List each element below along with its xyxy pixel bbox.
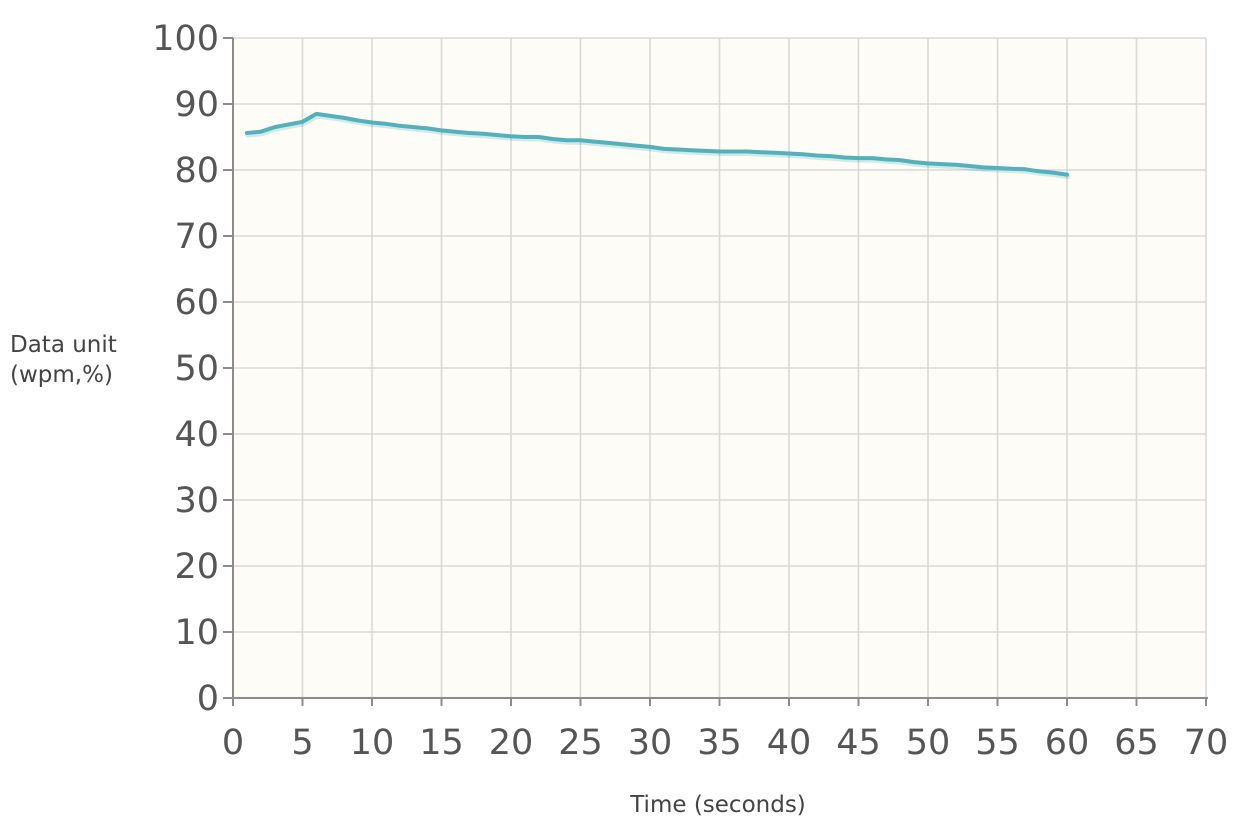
x-tick-label-70: 70: [1184, 723, 1229, 763]
y-tick-label-70: 70: [174, 217, 219, 257]
x-tick-label-40: 40: [767, 723, 812, 763]
y-tick-label-60: 60: [174, 283, 219, 323]
x-tick-label-20: 20: [489, 723, 534, 763]
x-tick-label-35: 35: [697, 723, 742, 763]
y-axis-label-line-2: (wpm,%): [10, 362, 113, 388]
x-tick-label-15: 15: [419, 723, 464, 763]
x-tick-label-25: 25: [558, 723, 603, 763]
series-line-0: [244, 111, 1069, 177]
y-axis-label: Data unit (wpm,%): [10, 332, 124, 388]
x-tick-label-30: 30: [628, 723, 673, 763]
y-tick-label-10: 10: [174, 613, 219, 653]
series-layer: [244, 111, 1071, 180]
x-axis-tick-labels: 0 5 10 15 20 25 30 35 40 45 50 55 60 65 70: [222, 723, 1228, 763]
y-tick-label-0: 0: [197, 679, 219, 719]
y-axis-tick-labels: 0 10 20 30 40 50 60 70 80 90 100: [152, 19, 219, 719]
x-tick-label-55: 55: [975, 723, 1020, 763]
x-axis-label: Time (seconds): [629, 792, 806, 818]
x-tick-label-50: 50: [906, 723, 951, 763]
x-tick-label-65: 65: [1114, 723, 1159, 763]
y-axis-label-line-1: Data unit: [10, 332, 117, 358]
x-tick-label-10: 10: [350, 723, 395, 763]
x-tick-label-0: 0: [222, 723, 244, 763]
y-tick-label-20: 20: [174, 547, 219, 587]
y-tick-label-80: 80: [174, 151, 219, 191]
y-tick-label-100: 100: [152, 19, 219, 59]
axes: [223, 37, 1208, 706]
x-tick-label-5: 5: [291, 723, 313, 763]
y-tick-label-30: 30: [174, 481, 219, 521]
y-tick-label-90: 90: [174, 85, 219, 125]
y-tick-label-40: 40: [174, 415, 219, 455]
x-tick-label-60: 60: [1045, 723, 1090, 763]
x-tick-label-45: 45: [836, 723, 881, 763]
grid-lines: [233, 37, 1207, 698]
y-tick-label-50: 50: [174, 349, 219, 389]
